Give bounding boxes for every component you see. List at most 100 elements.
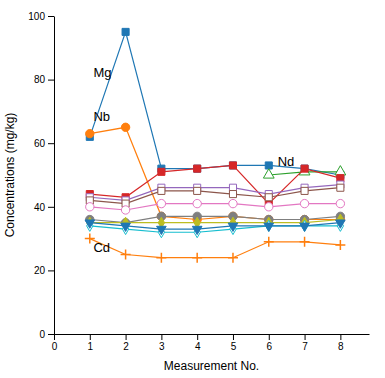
marker [193,199,201,207]
marker [299,166,310,175]
marker [229,191,236,198]
chart: 012345678020406080100Measurement No.Conc… [0,0,385,378]
tick-label: 5 [231,341,237,352]
marker [264,237,274,247]
tick: 60 [34,138,54,149]
marker [157,226,167,234]
tick: 4 [195,334,201,352]
marker [228,223,238,231]
tick-label: 2 [123,341,129,352]
tick: 6 [266,334,272,352]
tick-mark [90,334,91,340]
marker [229,162,236,169]
tick-label: 0 [52,341,58,352]
marker [86,203,94,211]
y-axis: 0 20 40 60 80 100 [28,11,54,340]
marker [157,199,165,207]
marker [194,165,201,172]
tick: 80 [34,74,54,85]
series [86,123,345,224]
marker [335,166,346,175]
tick: 100 [28,11,54,22]
annotation: Cd [93,240,110,255]
tick-mark [126,334,127,340]
tick: 0 [39,329,54,340]
tick: 0 [52,334,58,352]
tick-mark [161,334,162,340]
marker [264,223,274,231]
marker [121,223,131,231]
tick: 20 [34,265,54,276]
tick-mark [305,334,306,340]
tick-mark [197,334,198,340]
line [90,32,341,175]
marker [301,187,308,194]
marker [300,237,310,247]
tick-label: 4 [195,341,201,352]
tick-mark [54,334,55,340]
marker [192,226,202,234]
marker [121,206,129,214]
marker [265,203,273,211]
tick: 8 [338,334,344,352]
marker [265,194,272,201]
x-axis-title: Measurement No. [164,359,259,373]
tick-mark [340,334,341,340]
series [85,220,345,235]
plot-area [85,28,346,262]
line [90,127,341,219]
marker [301,165,308,172]
tick-mark [48,270,54,271]
annotations: Mg Nb Nd Cd [93,65,294,255]
marker [158,187,165,194]
annotation: Nb [93,109,110,124]
axis-line [54,17,55,335]
marker [229,162,236,169]
tick: 2 [123,334,129,352]
tick-label: 1 [88,341,94,352]
tick-label: 80 [34,74,46,85]
x-axis: 0 1 2 3 4 5 6 7 8 [52,334,370,352]
marker [300,199,308,207]
tick-label: 60 [34,138,46,149]
tick: 7 [302,334,308,352]
series [85,234,346,263]
tick-label: 3 [159,341,165,352]
marker [336,199,344,207]
marker [194,187,201,194]
series [87,220,344,237]
tick: 1 [88,334,94,352]
tick-mark [48,207,54,208]
marker [122,28,129,35]
marker [337,184,344,191]
marker [158,168,165,175]
annotation: Nd [278,154,295,169]
axis-line [55,334,370,335]
marker [121,123,129,131]
series [86,28,344,178]
tick-mark [48,80,54,81]
annotation: Mg [93,65,111,80]
tick-label: 7 [302,341,308,352]
tick-mark [48,334,54,335]
series [86,162,344,207]
marker [121,250,131,260]
marker [194,165,201,172]
tick-mark [48,16,54,17]
marker [263,169,274,178]
tick-mark [269,334,270,340]
y-axis-title: Concentrations (mg/kg) [3,113,17,238]
tick-label: 0 [39,329,45,340]
line [90,165,341,203]
marker [192,253,202,263]
marker [336,220,346,228]
tick: 5 [231,334,237,352]
tick-mark [48,143,54,144]
tick: 40 [34,202,54,213]
tick: 3 [159,334,165,352]
tick-label: 6 [266,341,272,352]
tick-label: 40 [34,202,46,213]
tick-label: 20 [34,265,46,276]
tick-mark [233,334,234,340]
marker [300,223,310,231]
